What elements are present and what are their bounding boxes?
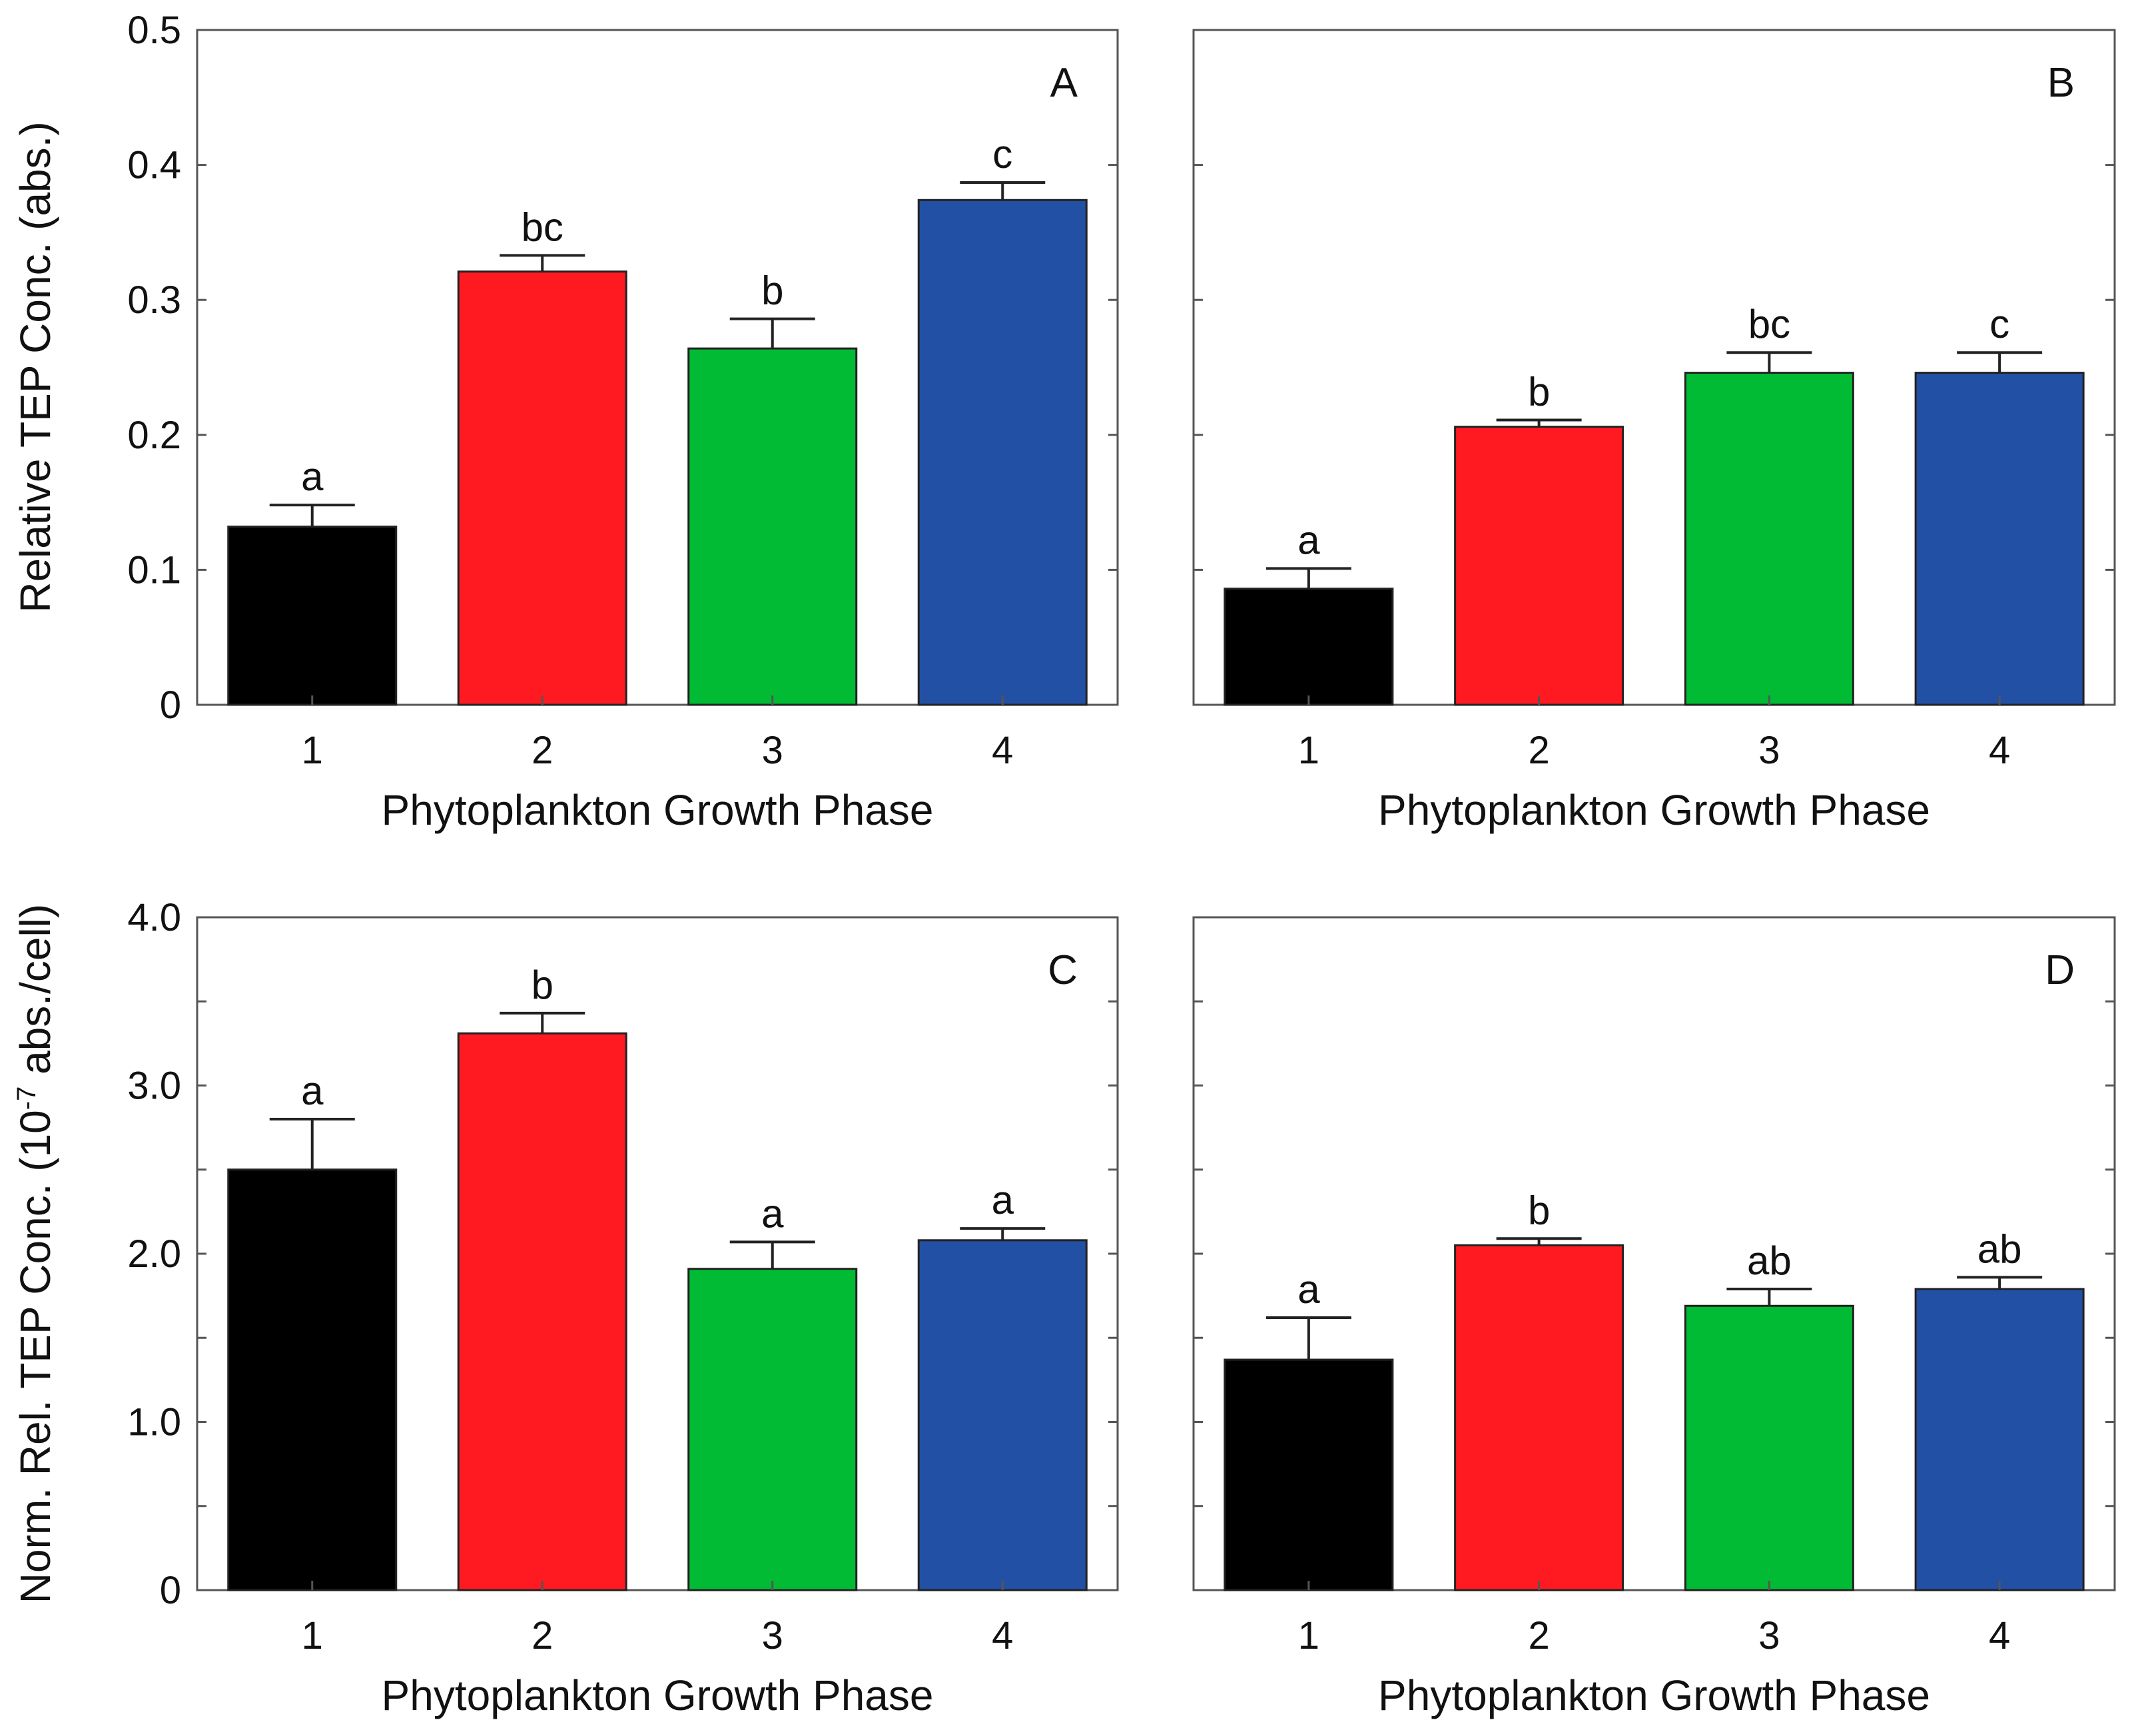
significance-label: a — [1297, 1267, 1320, 1312]
bar-1 — [227, 1168, 398, 1591]
bar-3 — [1684, 372, 1854, 706]
x-tick-label: 2 — [1528, 1614, 1549, 1657]
y-tick-label: 0.2 — [127, 414, 181, 457]
plot-frame — [1192, 29, 2116, 706]
panel-letter: D — [2045, 947, 2075, 993]
y-tick-label: 3.0 — [127, 1065, 181, 1108]
significance-label: a — [761, 1191, 784, 1236]
bar-4 — [917, 1239, 1088, 1591]
x-axis-label: Phytoplankton Growth Phase — [382, 1671, 934, 1719]
significance-label: a — [1297, 518, 1320, 562]
x-tick-label: 4 — [1989, 1614, 2010, 1657]
bar-4 — [1914, 372, 2085, 706]
y-tick-label: 0.4 — [127, 144, 181, 187]
significance-label: bc — [522, 205, 563, 249]
x-tick-label: 1 — [302, 729, 323, 772]
significance-label: b — [1528, 370, 1550, 414]
bar-3 — [687, 1268, 858, 1591]
y-tick-label: 0 — [160, 1569, 181, 1612]
bar-2 — [457, 270, 627, 706]
panel-c: 0 1.0 2.0 3.0 4.0 a 1 b 2 a 3 a 4 Phytoplankton Growt… — [11, 896, 1119, 1719]
significance-label: b — [761, 268, 783, 313]
significance-label: ab — [1747, 1238, 1792, 1283]
bar-1 — [227, 526, 398, 706]
x-axis-label: Phytoplankton Growth Phase — [1378, 786, 1930, 834]
x-axis-label: Phytoplankton Growth Phase — [382, 786, 934, 834]
panel-letter: B — [2047, 60, 2075, 106]
panel-letter: C — [1048, 947, 1078, 993]
bar-1 — [1224, 588, 1394, 706]
x-tick-label: 3 — [1758, 729, 1780, 772]
x-tick-label: 1 — [1298, 1614, 1319, 1657]
bar-4 — [917, 199, 1088, 706]
y-tick-label: 1.0 — [127, 1401, 181, 1444]
significance-label: bc — [1748, 302, 1790, 346]
significance-label: ab — [1977, 1226, 2022, 1271]
significance-label: c — [992, 132, 1012, 177]
y-tick-label: 2.0 — [127, 1232, 181, 1276]
x-tick-label: 2 — [532, 1614, 553, 1657]
x-tick-label: 1 — [302, 1614, 323, 1657]
y-tick-label: 0.3 — [127, 278, 181, 322]
panel-a: 0 0.1 0.2 0.3 0.4 0.5 a 1 bc 2 b 3 c 4 Phytoplankton G… — [11, 9, 1119, 834]
bar-1 — [1224, 1358, 1394, 1591]
bar-3 — [687, 347, 858, 706]
x-tick-label: 4 — [1989, 729, 2010, 772]
x-tick-label: 2 — [532, 729, 553, 772]
panel-b: a 1 b 2 bc 3 c 4 Phytoplankton Growth Phase B — [1192, 29, 2116, 834]
y-axis-label: Relative TEP Conc. (abs.) — [11, 121, 59, 613]
y-tick-label: 4.0 — [127, 896, 181, 939]
x-tick-label: 1 — [1298, 729, 1319, 772]
bar-2 — [1454, 1244, 1624, 1591]
plot-frame — [196, 29, 1119, 706]
significance-label: a — [992, 1178, 1014, 1222]
x-axis-label: Phytoplankton Growth Phase — [1378, 1671, 1930, 1719]
significance-label: a — [301, 454, 324, 499]
y-tick-label: 0.1 — [127, 548, 181, 592]
x-tick-label: 3 — [762, 729, 783, 772]
x-tick-label: 3 — [762, 1614, 783, 1657]
significance-label: b — [532, 963, 553, 1007]
significance-label: c — [1989, 302, 2009, 346]
significance-label: b — [1528, 1188, 1550, 1232]
panel-letter: A — [1050, 60, 1078, 106]
y-tick-label: 0.5 — [127, 9, 181, 52]
panel-d: a 1 b 2 ab 3 ab 4 Phytoplankton Growth Phase D — [1192, 916, 2116, 1719]
y-tick-label: 0 — [160, 683, 181, 727]
bar-3 — [1684, 1304, 1854, 1591]
x-tick-label: 4 — [992, 729, 1013, 772]
bar-2 — [457, 1032, 627, 1591]
x-tick-label: 2 — [1528, 729, 1549, 772]
significance-label: a — [301, 1069, 324, 1113]
bar-2 — [1454, 426, 1624, 706]
bar-4 — [1914, 1288, 2085, 1591]
x-tick-label: 4 — [992, 1614, 1013, 1657]
x-tick-label: 3 — [1758, 1614, 1780, 1657]
y-axis-label: Norm. Rel. TEP Conc. (10-7 abs./cell) — [11, 904, 59, 1603]
